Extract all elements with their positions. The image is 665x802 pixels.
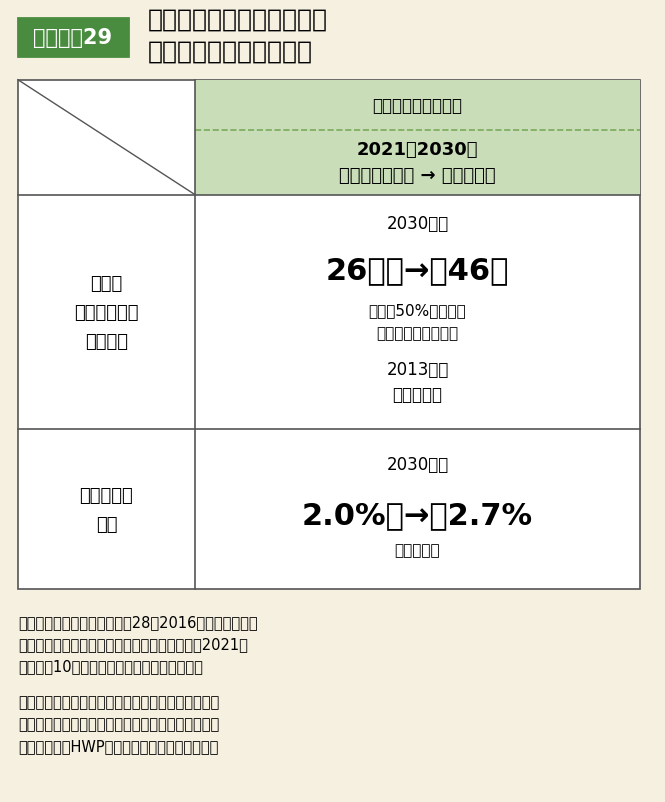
Text: （同上比）: （同上比） [395,542,440,557]
Text: 2.0%　→　2.7%: 2.0% → 2.7% [302,500,533,529]
Text: 26％　→　46％: 26％ → 46％ [326,256,509,285]
Text: ２：森林吸収量目標には、間伐等の森林経営活動
　　　等が行われている森林の吸収量と、伐採木材
　　　製品（HWP）による炭素貯蔵量を計上。: ２：森林吸収量目標には、間伐等の森林経営活動 等が行われている森林の吸収量と、伐… [18,695,219,754]
Text: 注１：これまでの目標は平成28（2016）年５月の地球
　　　温暖化対策計画、新たな目標は令和３（2021）
　　　年10月の地球温暖化対策計画に記載。: 注１：これまでの目標は平成28（2016）年５月の地球 温暖化対策計画、新たな目… [18,614,257,674]
Text: 2013年度: 2013年度 [386,361,449,379]
Text: 我が国の温室効果ガス排出
削減と森林吸収量の目標: 我が国の温室効果ガス排出 削減と森林吸収量の目標 [148,8,328,63]
Text: 2030年度: 2030年度 [386,214,449,233]
Text: 2030年度: 2030年度 [386,456,449,474]
FancyBboxPatch shape [195,81,640,196]
Text: 総排出量比: 総排出量比 [392,386,442,404]
Text: 2021〜2030年
これまでの目標 → 新たな目標: 2021〜2030年 これまでの目標 → 新たな目標 [339,141,496,185]
FancyBboxPatch shape [18,81,640,589]
FancyBboxPatch shape [18,18,128,57]
Text: 地球温暖化対策計画: 地球温暖化対策計画 [372,96,462,115]
Text: 森林吸収量
目標: 森林吸収量 目標 [80,486,134,533]
Text: 向けて挑戦を続ける: 向けて挑戦を続ける [376,326,459,341]
Text: 日本の
温室効果ガス
削減目標: 日本の 温室効果ガス 削減目標 [74,274,139,350]
Text: さらに50%の高みに: さらに50%の高みに [368,302,466,318]
Text: 資料Ｉ－29: 資料Ｉ－29 [33,28,112,48]
